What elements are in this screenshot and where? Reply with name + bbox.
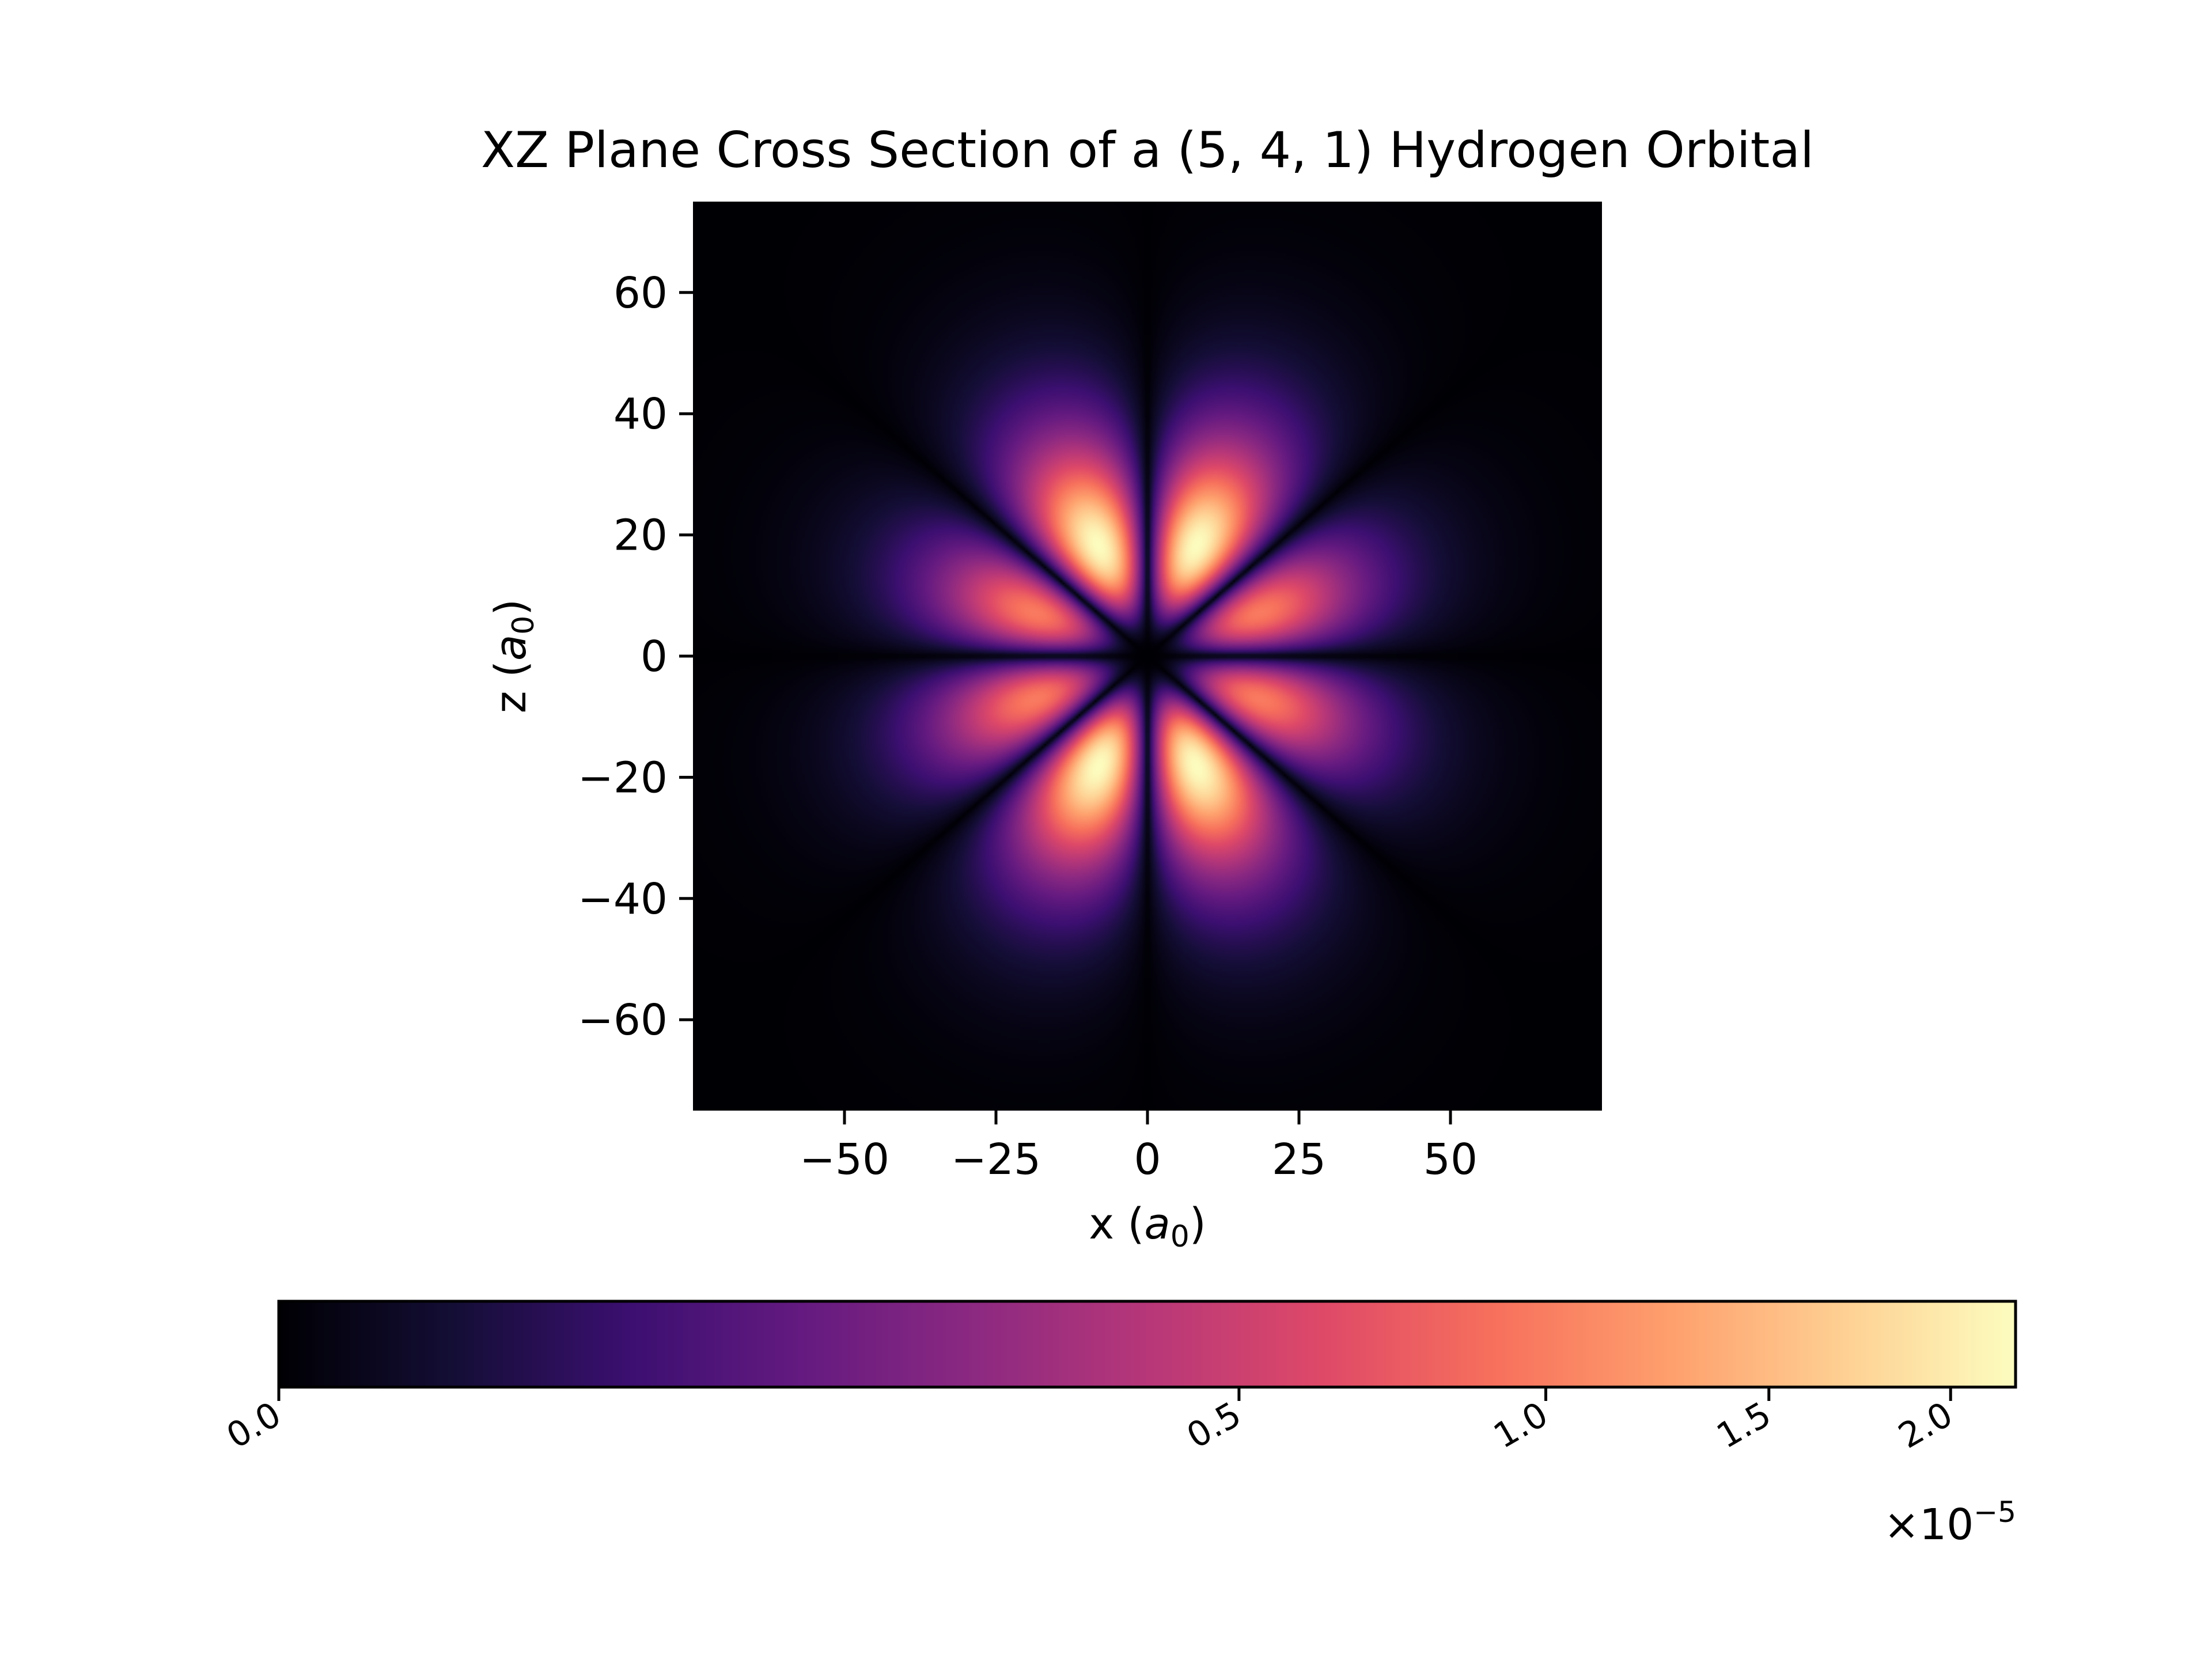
colorbar-tick-label: 2.0 — [1892, 1394, 1960, 1456]
colorbar-tick-label: 0.5 — [1180, 1394, 1248, 1456]
y-axis-ticks: 60 40 20 0 −20 −40 −60 — [578, 268, 693, 1045]
colorbar-ticks: 0.0 0.5 1.0 1.5 2.0 — [220, 1387, 1960, 1457]
y-tick-label: −20 — [578, 753, 668, 802]
y-axis-label: z (a0) — [486, 599, 541, 714]
y-tick-label: 20 — [613, 511, 668, 560]
chart-title: XZ Plane Cross Section of a (5, 4, 1) Hy… — [481, 122, 1814, 179]
orbital-heatmap-image — [693, 202, 1602, 1111]
y-tick-label: −60 — [578, 995, 668, 1045]
y-tick-label: 60 — [613, 268, 668, 318]
x-tick-label: −25 — [951, 1135, 1041, 1184]
y-tick-label: 40 — [613, 389, 668, 439]
colorbar-frame — [277, 1300, 2017, 1389]
x-tick-label: 50 — [1423, 1135, 1478, 1184]
colorbar-offset-text: ×10−5 — [1884, 1495, 2016, 1550]
colorbar-tick-label: 1.0 — [1487, 1394, 1555, 1456]
colorbar-tick-label: 1.5 — [1710, 1394, 1778, 1456]
x-axis-label: x (a0) — [1089, 1199, 1206, 1254]
colorbar-tick-label: 0.0 — [220, 1394, 288, 1456]
x-axis-ticks: −50 −25 0 25 50 — [800, 1111, 1478, 1184]
x-tick-label: 25 — [1272, 1135, 1326, 1184]
x-tick-label: −50 — [800, 1135, 889, 1184]
y-tick-label: 0 — [641, 632, 668, 681]
x-tick-label: 0 — [1134, 1135, 1161, 1184]
colorbar-gradient — [279, 1301, 2016, 1387]
y-tick-label: −40 — [578, 874, 668, 924]
plot-area — [693, 202, 1602, 1111]
